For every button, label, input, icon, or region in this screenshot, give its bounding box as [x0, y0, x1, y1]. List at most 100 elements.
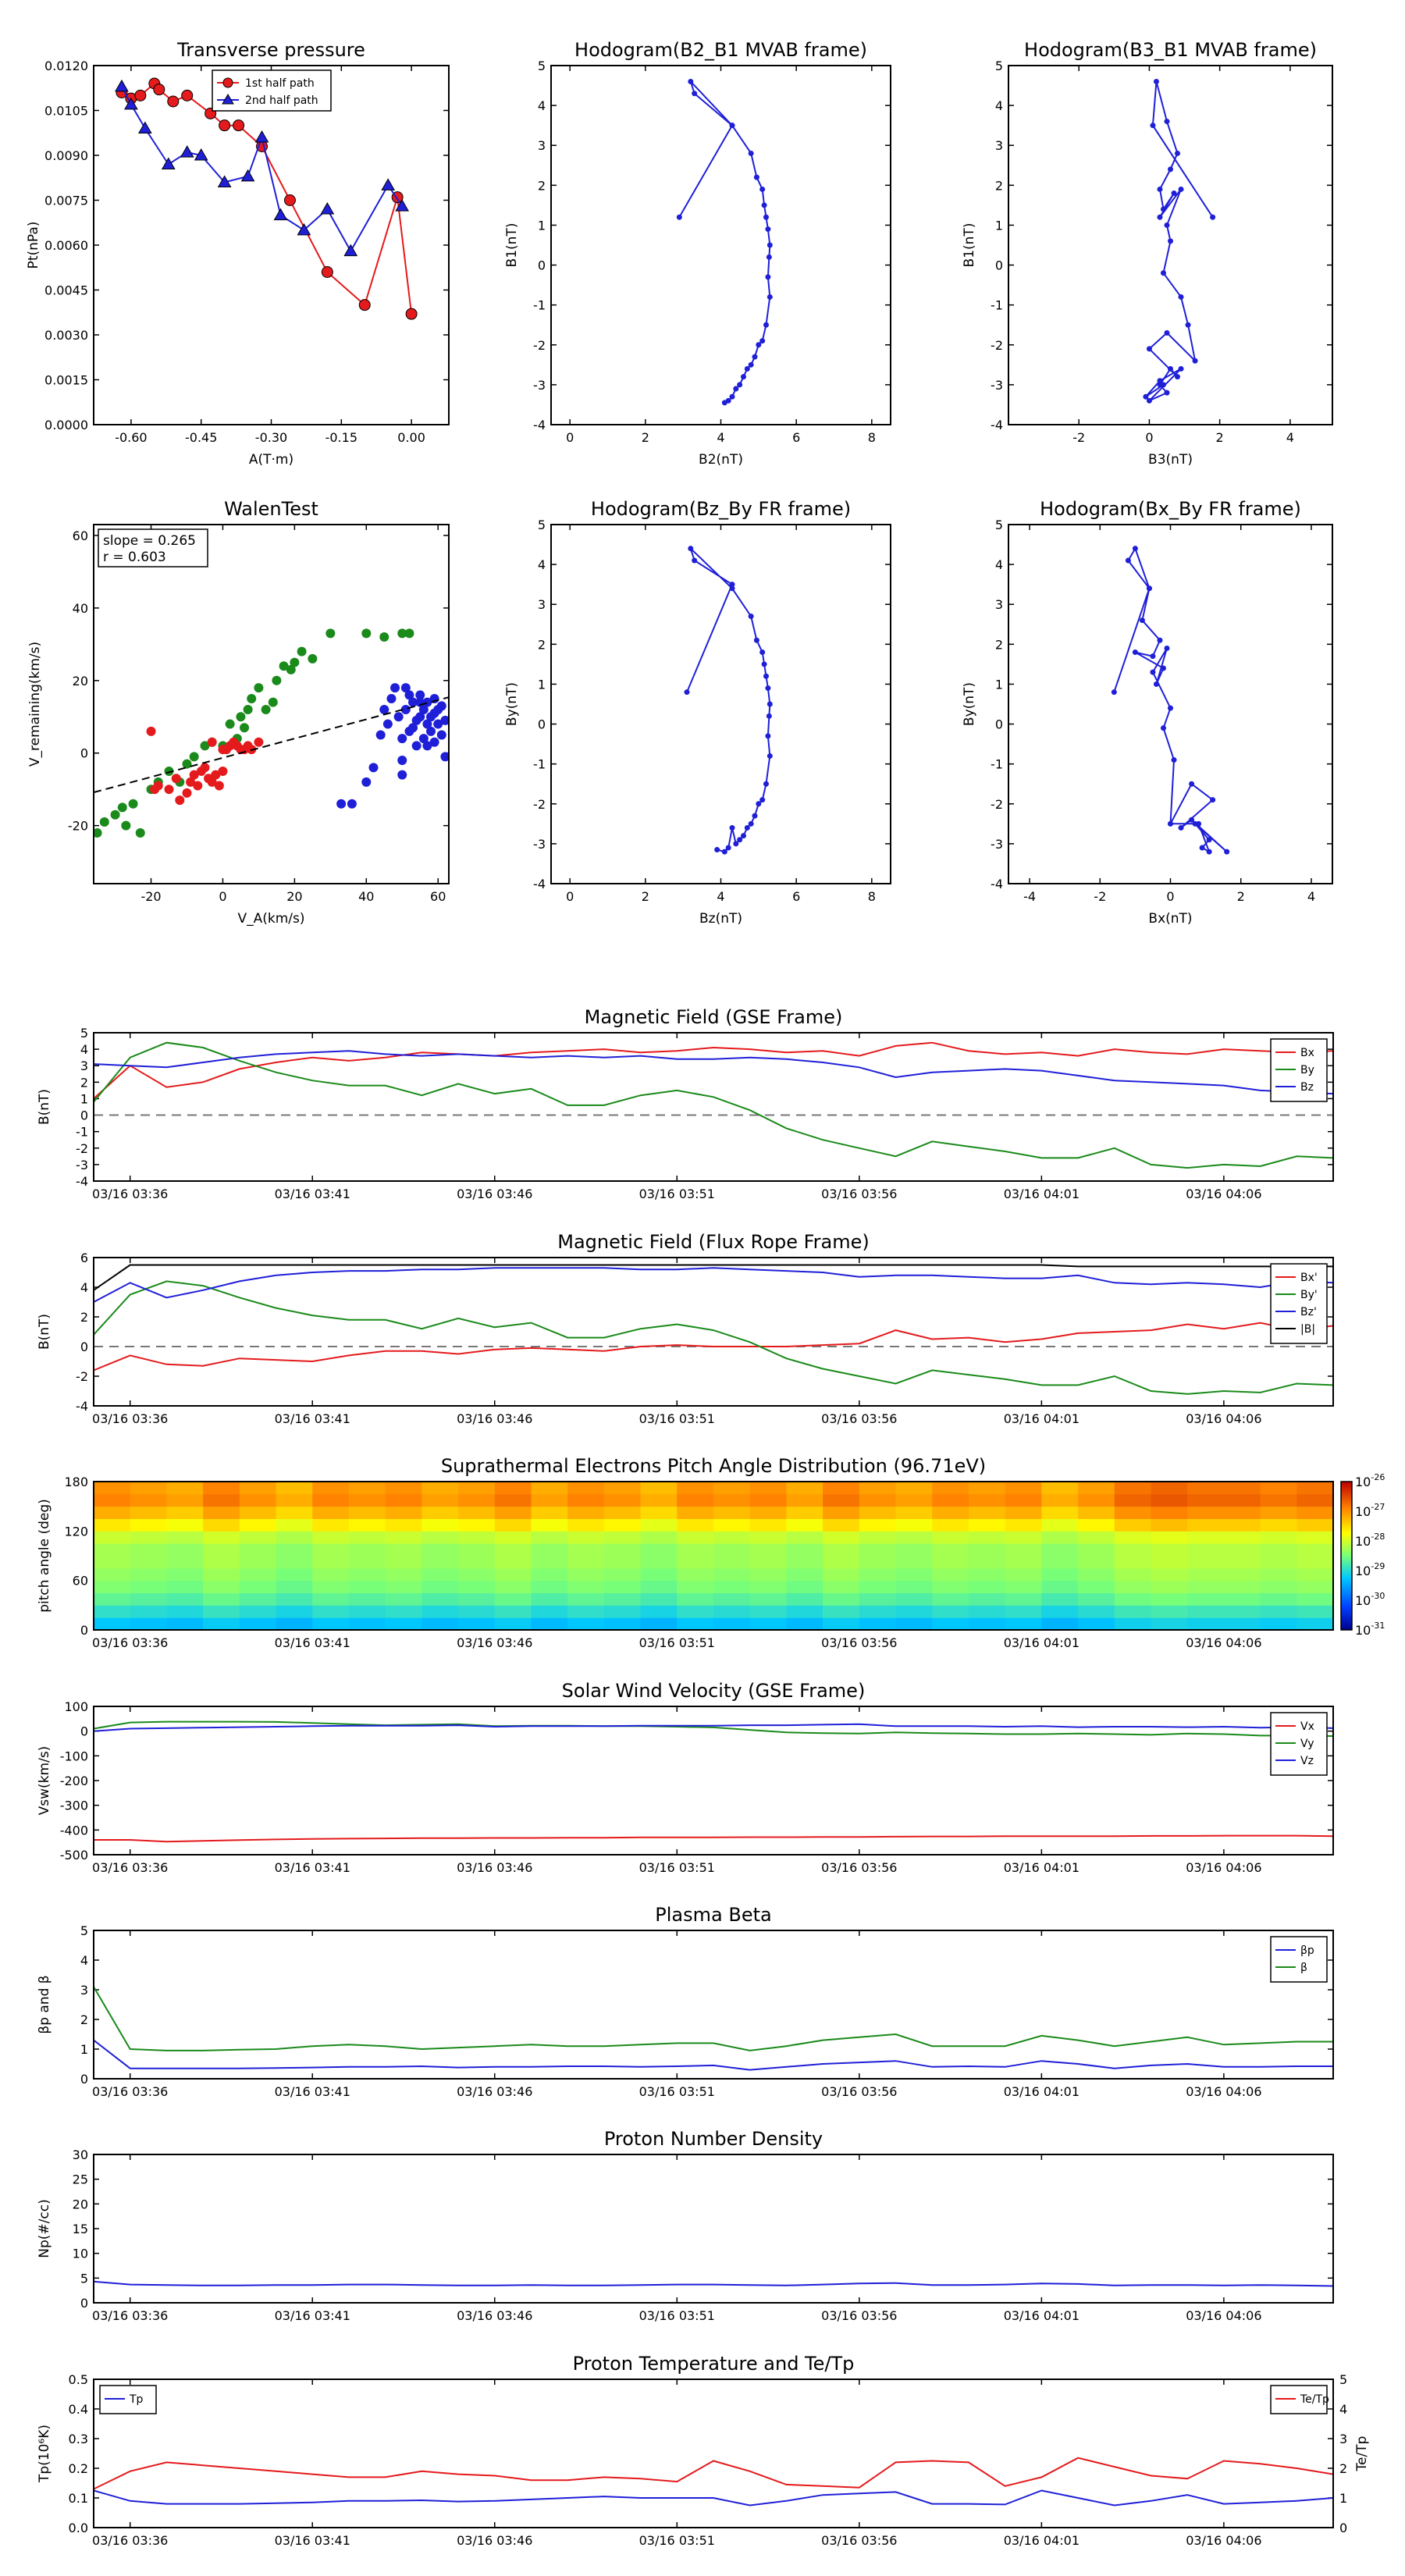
heatmap-cell [1041, 1605, 1079, 1618]
y-tick-label: 1 [995, 218, 1003, 233]
y-tick-label: 1 [538, 218, 546, 233]
chart-title: Magnetic Field (Flux Rope Frame) [557, 1231, 869, 1253]
heatmap-cell [312, 1543, 350, 1557]
x-axis-label: Bz(nT) [699, 911, 742, 927]
heatmap-cell [567, 1543, 605, 1557]
heatmap-cell [203, 1506, 240, 1519]
data-point [748, 820, 754, 827]
heatmap-cell [1187, 1543, 1225, 1557]
heatmap-cell [422, 1592, 459, 1606]
heatmap-cell [494, 1592, 532, 1606]
heatmap-cell [677, 1556, 714, 1569]
data-point [688, 546, 694, 552]
heatmap-cell [749, 1543, 787, 1557]
data-point [748, 150, 754, 156]
data-point [1168, 166, 1173, 173]
heatmap-cell [494, 1518, 532, 1532]
heatmap-cell [203, 1580, 240, 1593]
heatmap-cell [94, 1617, 131, 1631]
data-point [240, 169, 255, 182]
panel-walen-test: WalenTest -20 0 20 40 60 -20 0 20 40 60 V_A(km/s) V_… [27, 498, 450, 927]
heatmap-cell [677, 1605, 714, 1618]
y-tick-label: 3 [538, 138, 546, 153]
data-point [286, 664, 296, 674]
heatmap-cell [823, 1531, 860, 1544]
data-point [429, 708, 439, 718]
data-point [1196, 820, 1202, 827]
heatmap-cell [859, 1482, 897, 1495]
data-point [1164, 329, 1170, 336]
heatmap-cell [932, 1506, 969, 1519]
y-tick-label: 5 [538, 518, 546, 532]
y-tick-label: 0.0060 [44, 238, 88, 253]
data-point [1168, 365, 1173, 372]
x-tick-label: 03/16 03:56 [821, 2533, 897, 2548]
heatmap-cell [312, 1556, 350, 1569]
data-point [765, 733, 771, 739]
heatmap-cell [1187, 1531, 1225, 1544]
x-axis-label: V_A(km/s) [237, 911, 304, 927]
data-point [763, 214, 769, 220]
heatmap-cell [1223, 1556, 1261, 1569]
y-tick-label: 120 [64, 1524, 88, 1539]
heatmap-cell [422, 1543, 459, 1557]
heatmap-cell [859, 1493, 897, 1507]
heatmap-cell [1005, 1543, 1042, 1557]
data-point [240, 723, 250, 733]
heatmap-cell [494, 1531, 532, 1544]
heatmap-cell [895, 1543, 933, 1557]
y-tick-label: -3 [991, 837, 1003, 852]
slope-text: slope = 0.265 [103, 533, 196, 549]
y-tick-label: -3 [991, 378, 1003, 393]
data-point [1139, 617, 1145, 624]
plot-frame [93, 1481, 1334, 1631]
y-tick-label: 2 [80, 2012, 88, 2027]
heatmap-cell [640, 1567, 678, 1582]
x-tick-label: 03/16 04:01 [1004, 2533, 1080, 2548]
panel-hodogram-b2-b1: Hodogram(B2_B1 MVAB frame) -4 -3 -2 -1 0 1 2 3 4 5… [504, 39, 891, 468]
heatmap-cell [1187, 1482, 1225, 1495]
heatmap-cell [458, 1605, 496, 1618]
data-point [1164, 390, 1170, 396]
hodogram-line [686, 547, 771, 853]
data-point [676, 214, 682, 220]
data-point [767, 753, 773, 759]
heatmap-cell [968, 1506, 1006, 1519]
y-tick-label: 20 [73, 2197, 88, 2211]
x-tick-label: 03/16 03:51 [639, 2308, 715, 2323]
x-tick-label: 4 [717, 430, 724, 445]
data-point [290, 657, 300, 667]
heatmap-cell [276, 1518, 313, 1532]
data-point [1150, 669, 1156, 675]
data-point [1171, 190, 1177, 197]
data-point [218, 745, 228, 755]
heatmap-cell [1114, 1580, 1151, 1593]
plot-frame [1008, 524, 1333, 884]
x-tick-label: 03/16 03:36 [92, 2084, 168, 2099]
y-tick-label: -4 [991, 418, 1003, 432]
data-point [426, 726, 436, 736]
heatmap-cell [312, 1592, 350, 1606]
x-tick-label: 03/16 03:51 [639, 1411, 715, 1426]
heatmap-cell [1078, 1592, 1115, 1606]
heatmap-cell [786, 1580, 823, 1593]
heatmap-cell [531, 1506, 568, 1519]
heatmap-cell [1223, 1580, 1261, 1593]
heatmap-cell [640, 1493, 678, 1507]
plot-frame [93, 524, 450, 884]
heatmap-cell [640, 1592, 678, 1606]
heatmap-cell [166, 1592, 204, 1606]
data-point [729, 582, 735, 588]
y-axis-label: By(nT) [962, 682, 977, 726]
data-point [741, 833, 746, 839]
data-point [272, 675, 282, 685]
legend-marker [222, 94, 234, 105]
heatmap-cell [1078, 1580, 1115, 1593]
data-point [767, 701, 773, 707]
plot-frame [93, 1930, 1334, 2080]
heatmap-cell [786, 1617, 823, 1631]
heatmap-cell [239, 1592, 277, 1606]
data-point [688, 78, 694, 84]
y-tick-label: 0.0015 [44, 373, 88, 388]
panel-hodogram-b3-b1: Hodogram(B3_B1 MVAB frame) -4 -3 -2 -1 0 1 2 3 4 5… [962, 39, 1333, 468]
